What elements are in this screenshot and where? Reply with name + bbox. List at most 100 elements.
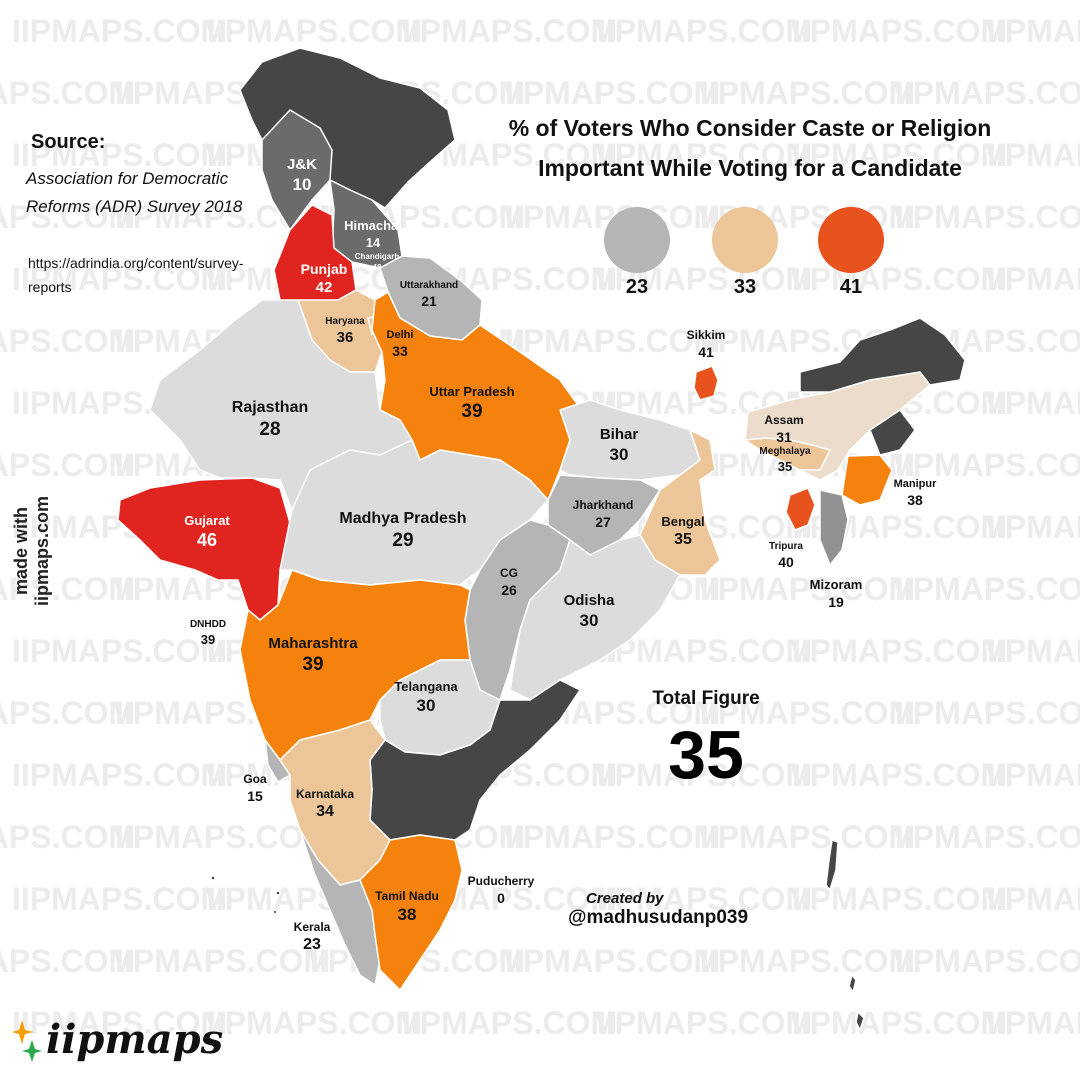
state-label: Karnataka 34	[296, 787, 354, 821]
state-name: Goa	[243, 772, 267, 786]
state-label: Bihar 30	[600, 426, 638, 465]
total-value: 35	[668, 717, 744, 793]
lakshadweep-dot	[272, 909, 278, 915]
legend-value-2: 33	[733, 276, 757, 298]
state-name: Mizoram	[809, 577, 863, 592]
state-value: 15	[247, 788, 263, 804]
state-value: 30	[579, 611, 599, 630]
created-by: Created by	[586, 890, 664, 907]
state-label: Telangana 30	[394, 679, 457, 716]
state-label: Goa 15	[243, 772, 266, 804]
region-sikkim[interactable]	[693, 365, 719, 401]
state-label: Gujarat 46	[184, 513, 230, 551]
legend-swatches	[604, 207, 884, 273]
state-name: Uttarakhand	[399, 280, 459, 291]
state-name: DNHDD	[189, 619, 227, 630]
state-name: Bengal	[661, 514, 705, 529]
state-label: Assam 31	[764, 413, 803, 445]
state-name: Madhya Pradesh	[339, 510, 467, 527]
state-value: 30	[609, 445, 629, 464]
state-label: Sikkim 41	[687, 328, 726, 360]
state-value: 35	[777, 459, 793, 474]
state-value: 26	[501, 582, 517, 598]
state-value: 33	[392, 343, 408, 359]
state-label: Kerala 23	[294, 920, 331, 954]
source-body: Association for Democratic Reforms (ADR)…	[26, 165, 242, 221]
state-name: Meghalaya	[759, 446, 811, 457]
state-value: 19	[828, 594, 844, 610]
state-value: 46	[196, 530, 218, 550]
state-name: Telangana	[394, 679, 458, 694]
source-line-1: Association for Democratic	[26, 169, 229, 188]
state-value: 39	[461, 401, 483, 422]
state-label: Punjab 42	[301, 261, 348, 296]
state-label: Haryana 36	[325, 316, 364, 346]
state-name: Manipur	[893, 478, 937, 490]
logo-sparkle-icon	[12, 1020, 42, 1062]
source-line-2: Reforms (ADR) Survey 2018	[26, 197, 243, 216]
region-odisha[interactable]	[509, 534, 681, 701]
state-label: Bengal 35	[661, 514, 704, 549]
region-nagaland[interactable]	[869, 409, 916, 456]
author-handle[interactable]: @madhusudanp039	[568, 907, 749, 928]
state-name: Sikkim	[686, 328, 726, 342]
legend-swatch-41	[818, 207, 884, 273]
state-name: Delhi	[386, 329, 414, 341]
region-manipur[interactable]	[841, 454, 893, 506]
region-goa[interactable]	[264, 739, 291, 783]
state-name: Jharkhand	[572, 498, 634, 512]
state-value: 36	[336, 329, 354, 346]
region-bengal[interactable]	[639, 429, 721, 576]
state-value: 31	[776, 429, 792, 445]
state-name: Karnataka	[295, 787, 355, 801]
state-label: Delhi 33	[387, 329, 414, 359]
region-andaman[interactable]	[825, 839, 865, 1031]
lakshadweep-dot	[275, 890, 281, 896]
region-kerala[interactable]	[299, 829, 381, 986]
state-value: 35	[674, 531, 692, 548]
state-label: Himachal 14	[344, 218, 402, 250]
state-name: Chandigarh	[354, 252, 400, 261]
state-name: Bihar	[599, 426, 639, 443]
state-value: 10	[292, 175, 312, 194]
region-tripura[interactable]	[785, 487, 816, 531]
state-label: Mizoram 19	[810, 577, 863, 610]
region-arunachal[interactable]	[799, 317, 966, 393]
state-name: Maharashtra	[268, 635, 358, 652]
lakshadweep-dot	[210, 875, 216, 881]
region-tamilnadu[interactable]	[359, 834, 463, 991]
source-url[interactable]: https://adrindia.org/content/survey-repo…	[28, 255, 244, 295]
legend-swatch-23	[604, 207, 670, 273]
state-value: 29	[392, 530, 414, 551]
state-value: 30	[416, 696, 436, 715]
logo-text: iipmaps	[46, 1016, 224, 1063]
state-label: Uttarakhand 21	[400, 280, 458, 309]
state-value: 39	[200, 632, 216, 647]
total-label: Total Figure	[652, 688, 760, 709]
state-name: Haryana	[325, 316, 365, 327]
state-name: Puducherry	[467, 874, 535, 888]
state-name: CG	[500, 566, 518, 580]
state-value: 28	[259, 419, 281, 440]
state-label: Chandigarh 48	[355, 252, 399, 272]
state-value: 39	[302, 654, 324, 675]
legend-value-1: 23	[625, 276, 649, 298]
map-title: % of Voters Who Consider Caste or Religi…	[430, 108, 1070, 188]
state-label: J&K 10	[287, 156, 317, 195]
region-meghalaya[interactable]	[744, 437, 831, 471]
region-jk-inner[interactable]	[261, 109, 333, 231]
state-name: J&K	[286, 156, 318, 173]
state-label: Maharashtra 39	[268, 635, 357, 676]
state-name: Himachal	[344, 218, 402, 233]
title-line-1: % of Voters Who Consider Caste or Religi…	[508, 115, 992, 141]
side-credit: made with iipmaps.com	[11, 495, 52, 607]
state-name: Uttar Pradesh	[429, 384, 515, 399]
state-value: 38	[397, 905, 417, 924]
title-line-2: Important While Voting for a Candidate	[538, 155, 962, 181]
region-mizoram[interactable]	[819, 489, 849, 566]
state-label: DNHDD 39	[190, 619, 226, 647]
legend-swatch-33	[712, 207, 778, 273]
state-label: Madhya Pradesh 29	[339, 510, 466, 552]
legend: 23 33 41	[604, 206, 894, 311]
